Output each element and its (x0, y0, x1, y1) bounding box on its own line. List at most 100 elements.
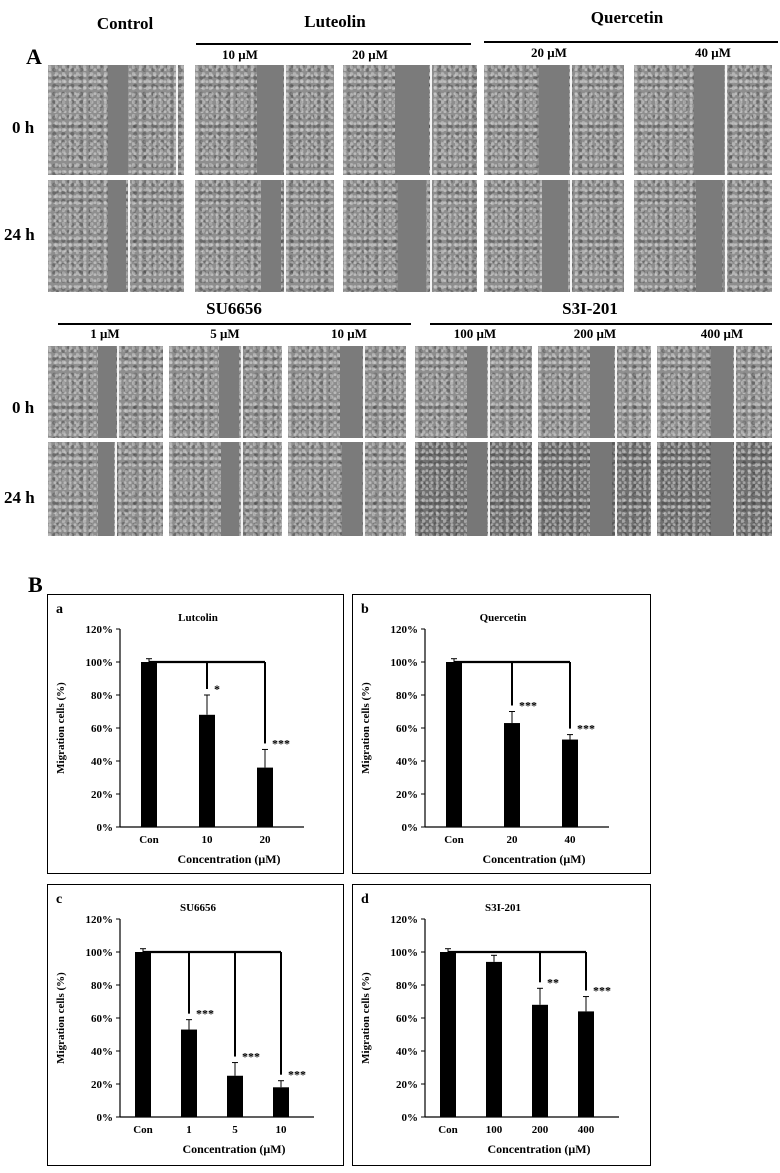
micrograph (657, 442, 772, 536)
y-tick-label: 40% (396, 756, 418, 768)
bar (486, 961, 502, 1117)
conc-label: 200 μM (573, 326, 617, 341)
control-title: Control (96, 14, 154, 33)
x-axis-label: Concentration (μM) (177, 852, 280, 866)
y-tick-label: 120% (86, 914, 114, 926)
chart-svg-a: a Lutcolin Migration cells (%) Concentratio… (55, 602, 304, 866)
panel-letter: d (361, 892, 369, 907)
micrograph (484, 180, 624, 292)
conc-label: 1 μM (90, 326, 120, 341)
x-tick-label: 5 (232, 1124, 238, 1136)
x-tick-label: 20 (260, 834, 272, 846)
y-tick-label: 60% (396, 1013, 418, 1025)
significance-mark: * (214, 682, 220, 696)
y-axis-label: Migration cells (%) (360, 972, 372, 1064)
micrograph (415, 346, 532, 438)
s3i201-title: S3I-201 (562, 299, 618, 318)
x-tick-label: 10 (202, 834, 214, 846)
micrograph (343, 180, 477, 292)
chart-panel-c: c SU6656 Migration cells (%) Concentration … (47, 884, 344, 1166)
micrograph (657, 346, 772, 438)
significance-mark: *** (196, 1007, 214, 1021)
micrograph (538, 346, 651, 438)
significance-mark: *** (577, 722, 595, 736)
luteolin-title: Luteolin (304, 12, 366, 31)
y-tick-label: 0% (402, 822, 419, 834)
y-tick-label: 60% (91, 723, 113, 735)
y-tick-label: 20% (396, 1079, 418, 1091)
y-tick-label: 40% (396, 1046, 418, 1058)
significance-mark: *** (288, 1068, 306, 1082)
chart-panel-a: a Lutcolin Migration cells (%) Concentratio… (47, 594, 344, 874)
conc-label: 400 μM (700, 326, 744, 341)
x-tick-label: 400 (578, 1124, 595, 1136)
chart-panel-d: d S3I-201 Migration cells (%) Concentration… (352, 884, 651, 1166)
y-tick-label: 40% (91, 1046, 113, 1058)
luteolin-underline (196, 43, 471, 45)
micrograph (169, 346, 282, 438)
micrograph (169, 442, 282, 536)
chart-title: Lutcolin (178, 612, 218, 624)
y-tick-label: 100% (86, 657, 114, 669)
y-tick-label: 80% (396, 690, 418, 702)
x-tick-label: 40 (565, 834, 577, 846)
bar (504, 723, 520, 827)
significance-mark: *** (519, 699, 537, 713)
bar (532, 1004, 548, 1117)
conc-label: 10 μM (331, 326, 367, 341)
micrograph (48, 65, 184, 175)
conc-label: 10 μM (222, 47, 258, 62)
y-axis-label: Migration cells (%) (55, 972, 67, 1064)
row-label-24h: 24 h (4, 488, 35, 507)
micrograph (343, 65, 477, 175)
chart-panel-b: b Quercetin Migration cells (%) Concentrati… (352, 594, 651, 874)
significance-mark: ** (547, 975, 559, 989)
row-label-0h: 0 h (12, 118, 35, 137)
x-axis-label: Concentration (μM) (487, 1142, 590, 1156)
y-tick-label: 20% (396, 789, 418, 801)
bar (440, 952, 456, 1117)
conc-label: 5 μM (210, 326, 240, 341)
su6656-title: SU6656 (206, 299, 262, 318)
row-label-24h: 24 h (4, 225, 35, 244)
su6656-underline (58, 323, 411, 325)
x-tick-label: 1 (186, 1124, 192, 1136)
micrograph (195, 180, 334, 292)
quercetin-underline (484, 41, 778, 43)
y-tick-label: 100% (391, 947, 419, 959)
y-tick-label: 20% (91, 789, 113, 801)
bar (257, 767, 273, 827)
y-tick-label: 120% (86, 624, 114, 636)
micrograph (48, 180, 184, 292)
bar (141, 662, 157, 827)
row-label-0h: 0 h (12, 398, 35, 417)
x-tick-label: Con (438, 1124, 458, 1136)
y-tick-label: 40% (91, 756, 113, 768)
micrograph (195, 65, 334, 175)
bar (135, 952, 151, 1117)
x-tick-label: Con (139, 834, 159, 846)
s3i201-underline (430, 323, 772, 325)
micrograph (288, 346, 406, 438)
y-tick-label: 80% (91, 690, 113, 702)
conc-label: 20 μM (531, 45, 567, 60)
y-tick-label: 0% (97, 822, 114, 834)
chart-title: S3I-201 (485, 902, 521, 914)
micrograph (538, 442, 651, 536)
x-axis-label: Concentration (μM) (482, 852, 585, 866)
quercetin-title: Quercetin (590, 8, 664, 27)
micrograph (415, 442, 532, 536)
bar (562, 739, 578, 827)
chart-title: SU6656 (180, 902, 217, 914)
bar (199, 714, 215, 827)
chart-svg-d: d S3I-201 Migration cells (%) Concentration… (360, 892, 619, 1156)
panel-a-letter: A (26, 44, 42, 69)
conc-label: 20 μM (352, 47, 388, 62)
panel-letter: a (56, 602, 63, 617)
bar (446, 662, 462, 827)
y-tick-label: 0% (97, 1112, 114, 1124)
x-tick-label: Con (444, 834, 464, 846)
conc-label: 100 μM (453, 326, 497, 341)
x-tick-label: 200 (532, 1124, 549, 1136)
y-tick-label: 120% (391, 624, 419, 636)
